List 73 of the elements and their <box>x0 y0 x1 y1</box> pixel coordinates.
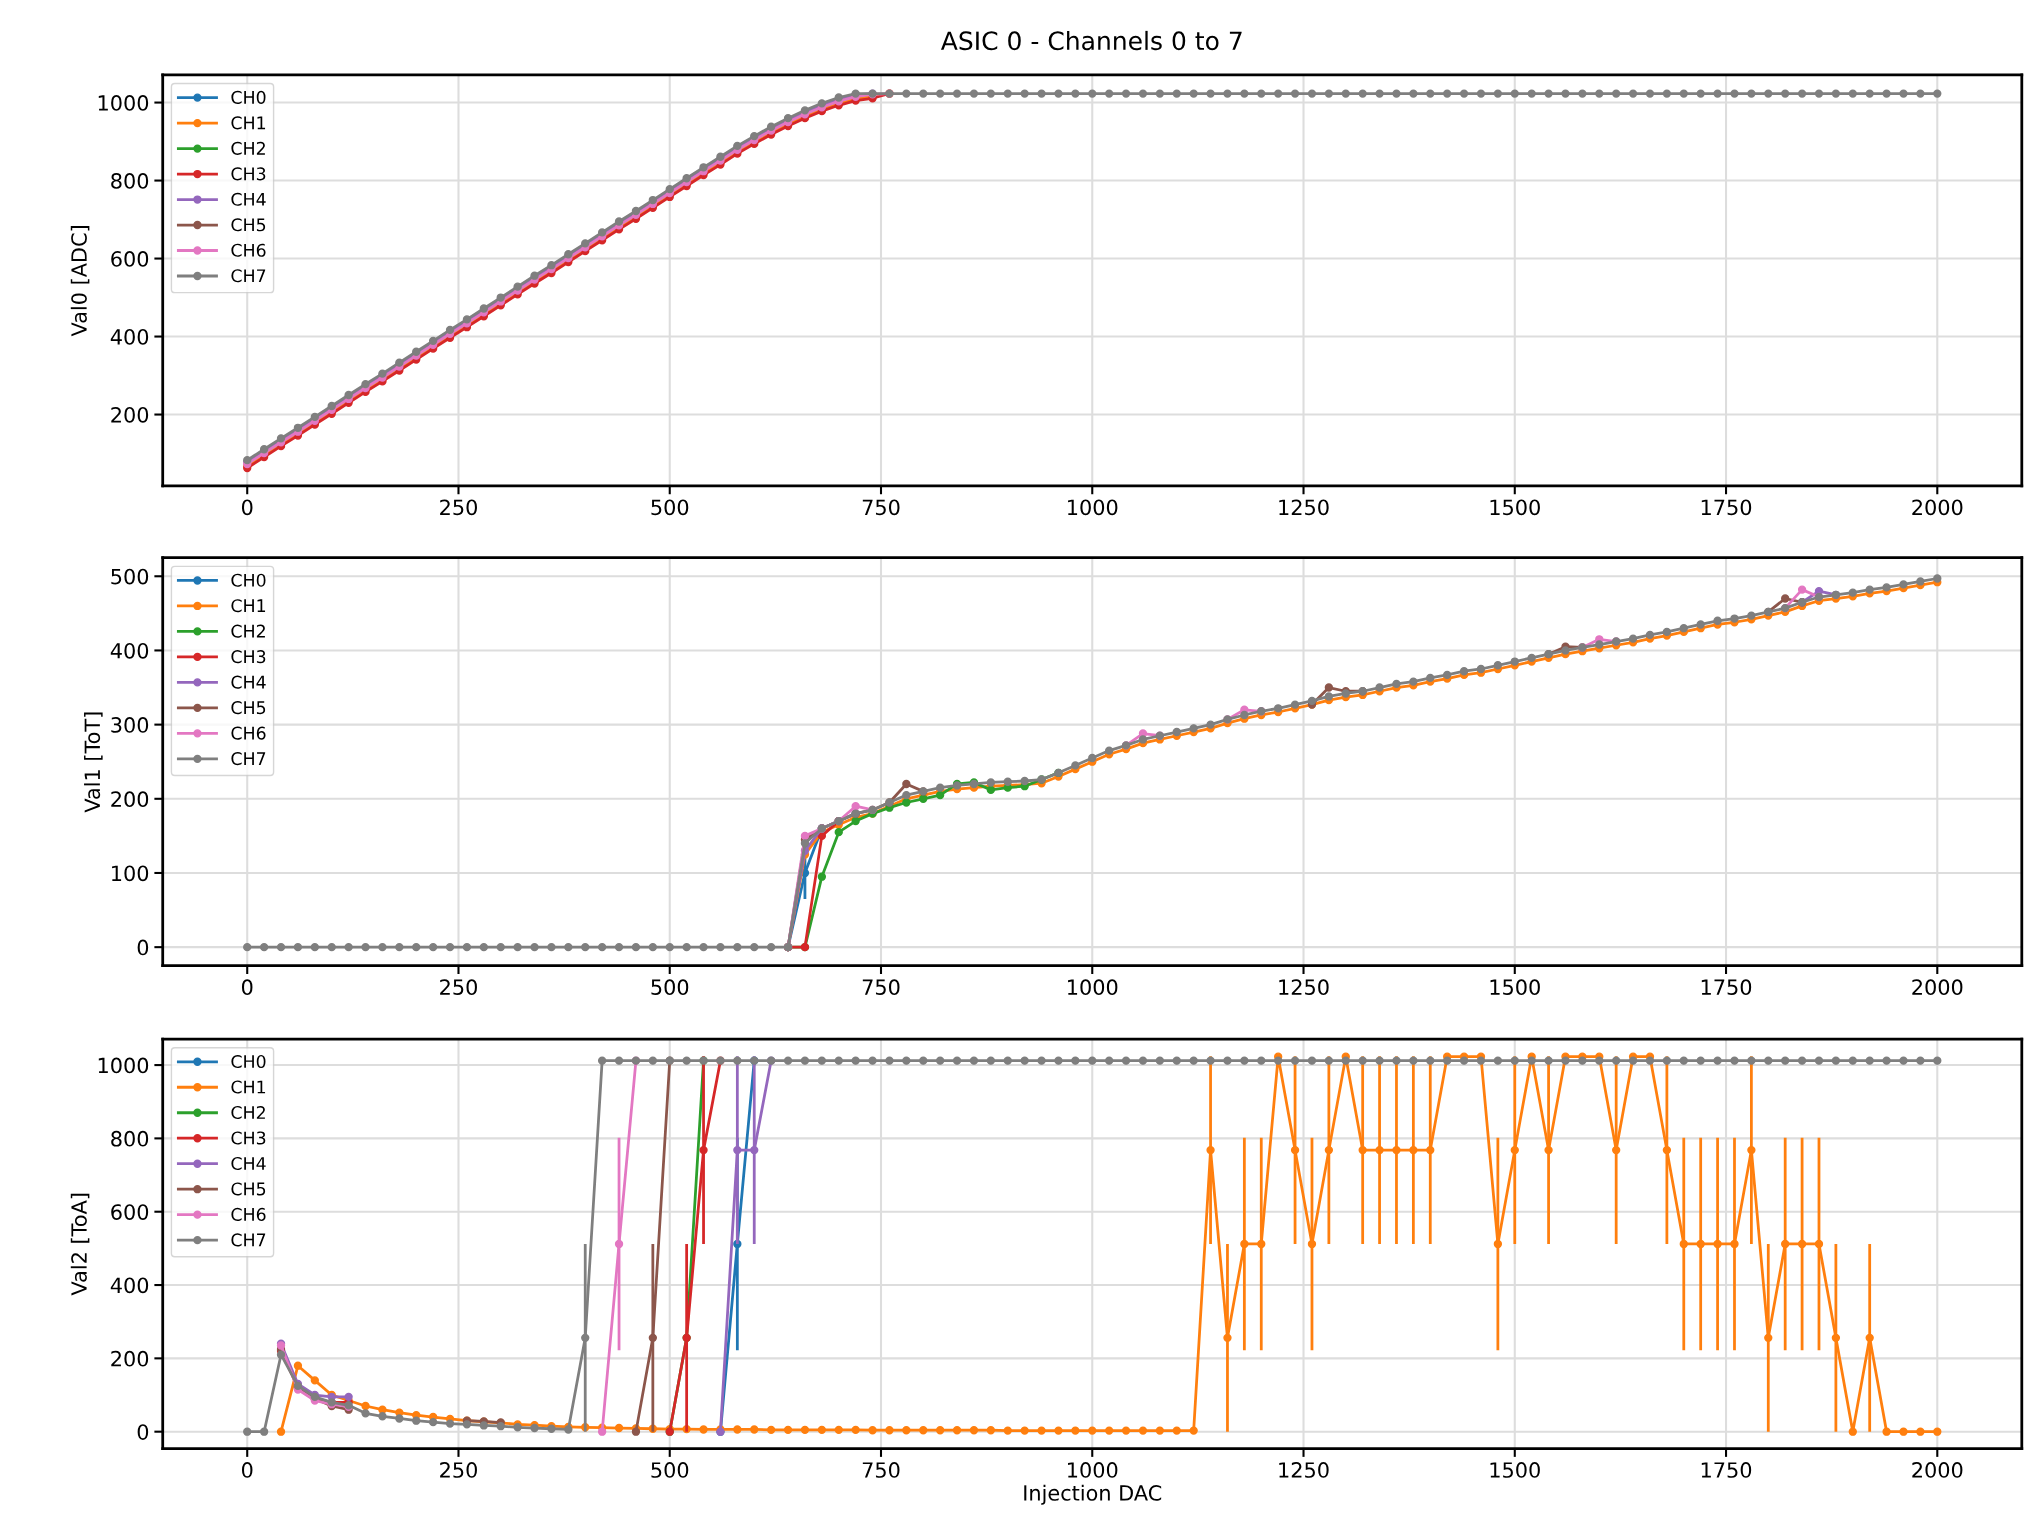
x-tick-label: 1750 <box>1701 1462 1752 1478</box>
legend-label: CH7 <box>231 1233 266 1247</box>
y-tick-label: 1000 <box>98 95 149 111</box>
x-tick-label: 500 <box>651 499 689 516</box>
x-tick-label: 1750 <box>1701 499 1752 516</box>
legend-label: CH4 <box>231 1156 266 1171</box>
y-tick-label: 400 <box>110 642 149 659</box>
legend-label: CH2 <box>231 624 265 638</box>
legend-label: CH1 <box>231 1080 266 1094</box>
legend-label: CH4 <box>231 192 266 206</box>
y-tick-label: 400 <box>110 1277 149 1294</box>
y-tick-label: 200 <box>111 406 149 423</box>
legend-label: CH6 <box>231 1207 266 1221</box>
x-tick-label: 250 <box>440 499 477 516</box>
y-tick-label: 0 <box>137 939 149 956</box>
x-tick-label: 0 <box>241 979 253 996</box>
legend-label: CH5 <box>231 1182 266 1196</box>
x-tick-label: 1500 <box>1490 1462 1540 1478</box>
y-tick-label: 100 <box>112 865 149 882</box>
y-tick-label: 200 <box>111 791 149 808</box>
legend-label: CH7 <box>231 752 266 766</box>
x-tick-label: 1250 <box>1279 499 1329 516</box>
legend-label: CH1 <box>231 599 266 613</box>
x-tick-label: 1750 <box>1701 979 1752 996</box>
x-tick-label: 750 <box>862 979 900 996</box>
x-tick-label: 250 <box>440 979 477 996</box>
y-tick-label: 300 <box>111 717 149 733</box>
legend-label: CH3 <box>231 167 266 181</box>
x-tick-label: 1000 <box>1068 1462 1118 1478</box>
x-tick-label: 1250 <box>1279 979 1329 996</box>
x-tick-label: 250 <box>440 1462 477 1478</box>
x-tick-label: 2000 <box>1912 499 1963 516</box>
x-tick-label: 1250 <box>1279 1462 1329 1478</box>
x-tick-label: 1000 <box>1068 979 1118 996</box>
x-tick-label: 2000 <box>1912 979 1963 996</box>
y-axis-title: Val0 [ADC] <box>70 226 90 337</box>
y-tick-label: 500 <box>111 568 149 585</box>
y-axis-title: Val2 [ToA] <box>70 1193 90 1296</box>
y-tick-label: 800 <box>111 1130 149 1147</box>
x-tick-label: 0 <box>241 499 253 516</box>
y-tick-label: 200 <box>111 1350 149 1367</box>
x-tick-label: 2000 <box>1912 1462 1963 1478</box>
y-tick-label: 400 <box>110 329 149 345</box>
x-tick-label: 0 <box>241 1462 253 1478</box>
x-tick-label: 750 <box>862 499 900 516</box>
chart-title: ASIC 0 - Channels 0 to 7 <box>940 30 1242 51</box>
y-tick-label: 800 <box>111 173 149 189</box>
legend-label: CH0 <box>231 1054 266 1069</box>
legend-label: CH0 <box>231 573 266 587</box>
legend-label: CH5 <box>231 701 266 715</box>
x-tick-label: 750 <box>862 1462 900 1478</box>
legend-label: CH3 <box>231 650 266 664</box>
legend-label: CH0 <box>231 90 266 104</box>
legend-label: CH6 <box>231 243 266 257</box>
y-tick-label: 0 <box>137 1424 149 1440</box>
y-axis-title: Val1 [ToT] <box>84 712 103 813</box>
x-tick-label: 1500 <box>1490 499 1540 516</box>
y-tick-label: 600 <box>111 251 149 267</box>
y-tick-label: 600 <box>111 1204 149 1220</box>
legend-label: CH7 <box>231 269 266 283</box>
x-tick-label: 500 <box>651 979 689 996</box>
legend-label: CH6 <box>231 726 266 740</box>
x-axis-title: Injection DAC <box>1024 1484 1162 1505</box>
x-tick-label: 1000 <box>1068 499 1118 516</box>
legend-label: CH3 <box>231 1131 266 1145</box>
x-tick-label: 500 <box>651 1462 689 1478</box>
legend-label: CH1 <box>231 116 266 130</box>
legend-label: CH5 <box>231 218 266 232</box>
legend-label: CH2 <box>231 141 265 155</box>
legend-label: CH4 <box>231 675 266 689</box>
y-tick-label: 1000 <box>98 1057 149 1074</box>
x-tick-label: 1500 <box>1490 979 1540 996</box>
legend-label: CH2 <box>231 1105 265 1120</box>
